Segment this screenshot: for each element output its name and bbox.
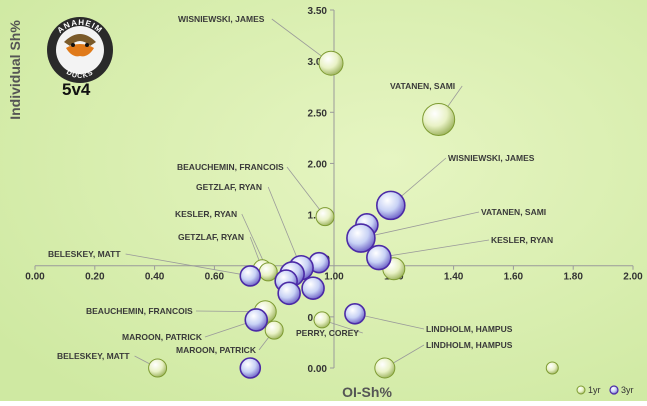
x-tick-label: 1.40 — [444, 272, 464, 283]
point-label: BEAUCHEMIN, FRANCOIS — [177, 162, 284, 172]
bubble-3yr-8 — [239, 265, 262, 287]
logo-arc-bottom: DUCKS — [65, 69, 95, 80]
point-label: LINDHOLM, HAMPUS — [426, 340, 513, 350]
bubble-1yr-10 — [148, 358, 168, 378]
x-tick-label: 2.00 — [623, 272, 643, 283]
point-label: GETZLAF, RYAN — [178, 232, 244, 242]
logo-bill-icon — [66, 44, 94, 57]
x-tick-label: 1.60 — [504, 272, 524, 283]
point-label: VATANEN, SAMI — [390, 81, 455, 91]
point-label: VATANEN, SAMI — [481, 207, 546, 217]
y-tick-label: 2.50 — [308, 108, 328, 119]
x-tick-label: 0.40 — [145, 272, 165, 283]
legend-label-3yr: 3yr — [621, 385, 634, 395]
logo-mask-icon — [64, 34, 96, 46]
leader-line — [378, 239, 490, 258]
bubble-3yr-11 — [277, 281, 301, 306]
bubble-3yr-3 — [346, 223, 376, 253]
x-tick-label: 1.80 — [563, 272, 583, 283]
y-tick-label: 0.00 — [308, 364, 328, 375]
bubble-3yr-13 — [244, 308, 269, 332]
x-tick-label: 0.20 — [85, 272, 105, 283]
y-tick-label: 2.00 — [308, 159, 328, 170]
bubble-1yr-12 — [545, 361, 559, 375]
logo-eye-icon — [85, 43, 89, 47]
bubble-3yr-1 — [376, 190, 406, 221]
bubble-1yr-8 — [264, 320, 284, 340]
leader-line — [286, 166, 326, 217]
x-tick-label: 0.00 — [25, 272, 45, 283]
legend-marker-3yr — [609, 385, 619, 395]
bubble-3yr-10 — [301, 276, 325, 301]
point-label: PERRY, COREY — [296, 328, 359, 338]
bubble-1yr-1 — [318, 50, 344, 76]
bubble-1yr-2 — [422, 102, 456, 136]
leader-line — [267, 186, 302, 268]
point-label: WISNIEWSKI, JAMES — [448, 153, 535, 163]
legend: 1yr 3yr — [576, 385, 634, 395]
y-axis-title: Individual Sh% — [7, 20, 23, 120]
leader-line — [354, 313, 425, 330]
ducks-logo: ANAHEIM DUCKS — [47, 17, 113, 83]
x-tick-label: 1.00 — [324, 272, 344, 283]
x-axis-title: OI-Sh% — [342, 384, 392, 400]
y-tick-label: 3.00 — [308, 57, 328, 68]
point-label: MAROON, PATRICK — [122, 332, 203, 342]
point-label: BELESKEY, MATT — [57, 351, 130, 361]
leader-line — [360, 211, 480, 239]
point-label: WISNIEWSKI, JAMES — [178, 14, 265, 24]
bubble-1yr-5 — [258, 262, 278, 282]
point-label: BELESKEY, MATT — [48, 249, 121, 259]
point-label: MAROON, PATRICK — [176, 345, 257, 355]
bubble-3yr-14 — [239, 357, 262, 379]
bubble-3yr-4 — [366, 244, 392, 271]
legend-label-1yr: 1yr — [588, 385, 601, 395]
point-label: KESLER, RYAN — [491, 235, 553, 245]
leader-line — [125, 253, 251, 277]
point-label: BEAUCHEMIN, FRANCOIS — [86, 306, 193, 316]
legend-marker-1yr — [576, 385, 586, 395]
bubble-1yr-9 — [313, 311, 331, 329]
point-label: KESLER, RYAN — [175, 209, 237, 219]
logo-eye-icon — [71, 43, 75, 47]
strength-badge: 5v4 — [62, 80, 91, 99]
bubble-1yr-11 — [374, 357, 396, 379]
point-label: LINDHOLM, HAMPUS — [426, 324, 513, 334]
y-tick-label: 3.50 — [308, 6, 328, 17]
x-tick-label: 0.60 — [205, 272, 225, 283]
point-label: GETZLAF, RYAN — [196, 182, 262, 192]
bubble-1yr-3 — [315, 207, 335, 227]
bubble-3yr-12 — [344, 302, 366, 325]
